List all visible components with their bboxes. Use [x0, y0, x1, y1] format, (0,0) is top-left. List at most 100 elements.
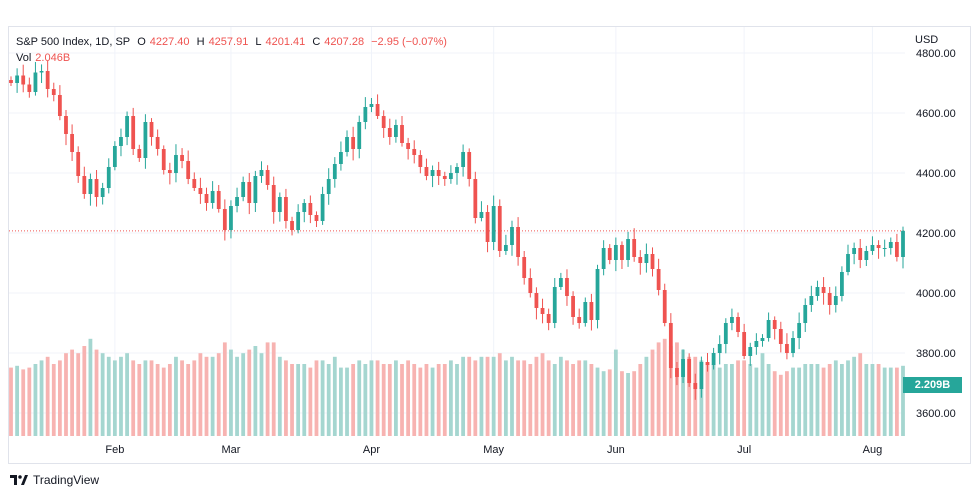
volume-bar — [754, 367, 759, 436]
candle-body — [424, 167, 429, 176]
candle-body — [467, 152, 472, 179]
volume-bar — [479, 356, 484, 436]
candle-body — [271, 185, 276, 212]
volume-bar — [503, 360, 508, 436]
candle-body — [503, 245, 508, 251]
volume-bar — [192, 360, 197, 436]
y-tick-label: 3800.00 — [916, 348, 956, 360]
volume-bar — [241, 353, 246, 436]
symbol-label[interactable]: S&P 500 Index, 1D, SP — [16, 36, 131, 48]
candle-body — [601, 248, 606, 269]
candle-body — [754, 341, 759, 347]
volume-bar — [387, 364, 392, 436]
high-value: 4257.91 — [208, 36, 249, 48]
volume-bar — [51, 364, 56, 436]
volume-bar — [418, 367, 423, 436]
volume-bar — [39, 360, 44, 436]
volume-bar — [681, 349, 685, 436]
volume-bar — [516, 360, 520, 436]
tradingview-brand: TradingView — [33, 473, 100, 487]
candle-body — [650, 254, 655, 269]
volume-bar — [736, 360, 740, 436]
candle-body — [180, 155, 184, 161]
candle-body — [791, 338, 795, 353]
y-tick-label: 4800.00 — [916, 48, 956, 60]
volume-bar — [864, 364, 869, 436]
candle-body — [204, 194, 209, 203]
x-tick-label: Jul — [737, 444, 751, 456]
volume-bar — [840, 364, 844, 436]
volume-bar — [675, 342, 679, 436]
volume-bar — [137, 364, 142, 436]
volume-bar — [442, 364, 447, 436]
volume-bar — [607, 369, 612, 436]
candle-body — [864, 251, 869, 260]
candle-body — [320, 194, 325, 221]
volume-bar — [803, 364, 808, 436]
volume-bar — [339, 367, 343, 436]
volume-label[interactable]: Vol — [16, 52, 32, 64]
volume-bar — [668, 346, 673, 436]
candle-body — [351, 137, 356, 149]
volume-bar — [467, 356, 472, 436]
candle-body — [57, 95, 62, 116]
volume-bar — [235, 356, 239, 436]
volume-bar — [436, 364, 441, 436]
volume-bar — [94, 349, 99, 436]
candle-body — [345, 137, 349, 152]
currency-label[interactable]: USD — [915, 34, 939, 46]
volume-bar — [394, 360, 398, 436]
candle-body — [229, 206, 233, 230]
volume-bar — [363, 364, 368, 436]
candle-body — [589, 302, 594, 320]
volume-bar — [638, 364, 643, 436]
volume-bar — [155, 364, 160, 436]
volume-bar — [821, 367, 826, 436]
volume-bar — [70, 349, 74, 436]
y-tick-label: 4200.00 — [916, 228, 956, 240]
volume-bar — [534, 356, 539, 436]
volume-bar — [204, 356, 209, 436]
candle-body — [363, 107, 368, 122]
candle-body — [760, 338, 765, 341]
volume-bar — [222, 342, 227, 436]
volume-bar — [381, 364, 386, 436]
volume-bar — [180, 360, 184, 436]
candle-body — [155, 137, 160, 149]
volume-bar — [852, 356, 857, 436]
candle-body — [106, 167, 111, 188]
candle-body — [534, 293, 539, 308]
candle-body — [82, 176, 87, 194]
volume-bar — [522, 360, 527, 436]
candle-body — [112, 146, 117, 167]
volume-bar — [583, 360, 588, 436]
candle-body — [558, 278, 563, 287]
candle-body — [131, 116, 136, 149]
candle-body — [528, 278, 533, 293]
volume-bar — [772, 371, 777, 436]
tradingview-footer[interactable]: TradingView — [10, 473, 99, 487]
volume-bar — [760, 353, 765, 436]
open-value: 4227.40 — [149, 36, 190, 48]
candle-body — [711, 353, 716, 365]
candle-body — [192, 179, 197, 188]
candle-body — [479, 212, 484, 218]
candle-body — [174, 155, 178, 173]
candle-body — [137, 149, 142, 158]
volume-bar — [161, 367, 166, 436]
candle-body — [64, 116, 68, 134]
candle-body — [198, 188, 203, 194]
candle-body — [540, 308, 545, 314]
candle-body — [455, 167, 459, 173]
volume-bar — [448, 360, 453, 436]
candle-body — [516, 227, 520, 257]
volume-bar — [485, 356, 490, 436]
candle-body — [259, 170, 264, 176]
volume-bar — [125, 353, 129, 436]
candle-body — [314, 215, 319, 221]
volume-bar — [112, 360, 117, 436]
time-axis: Feb Mar Apr May Jun Jul Aug — [105, 444, 882, 456]
volume-bar — [210, 356, 215, 436]
volume-bar — [314, 360, 319, 436]
